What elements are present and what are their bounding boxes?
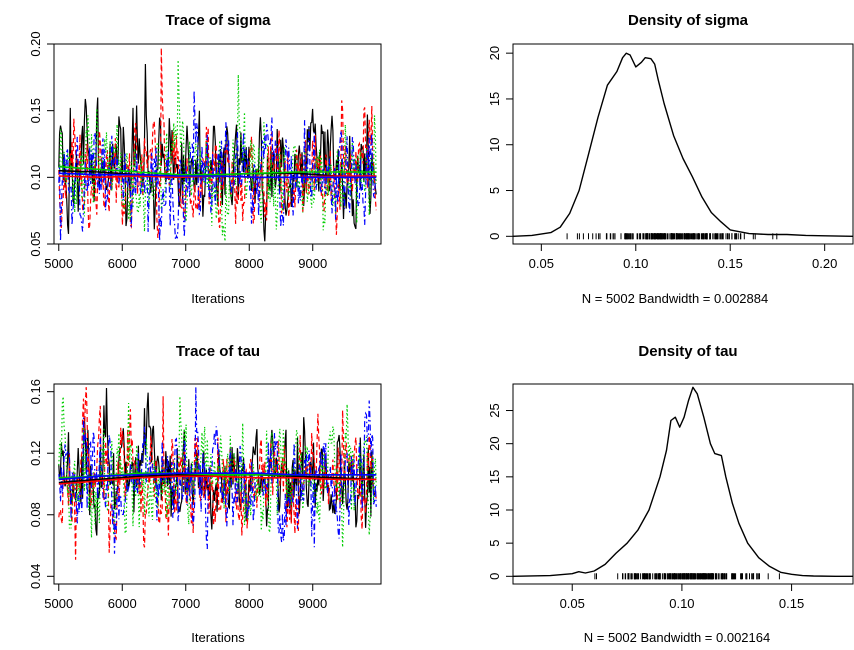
y-tick-label: 0.05 [28,231,43,256]
trace-sigma-smooth-lines [58,165,377,179]
x-tick-label: 5000 [44,256,73,271]
y-tick-label: 25 [487,403,502,417]
trace-series-3 [58,396,377,548]
trace-series-4 [58,387,377,554]
trace-sigma-axes: 5000 6000 7000 8000 9000 0.05 0.10 0.15 0.20 [28,31,327,271]
x-tick-label: 0.15 [779,596,804,611]
y-tick-label: 20 [487,46,502,60]
y-tick-label: 0.16 [28,379,43,404]
x-tick-label: 0.10 [623,256,648,271]
x-tick-label: 8000 [235,256,264,271]
density-tau-panel: Density of tau 0.05 0.10 0.15 0 5 10 15 20 25 N … [487,343,854,645]
density-sigma-plot-box [512,43,854,245]
trace-series-2 [58,387,377,560]
density-tau-curve [512,386,853,577]
trace-sigma-xlabel: Iterations [191,291,245,306]
y-tick-label: 20 [487,436,502,450]
trace-sigma-title: Trace of sigma [165,12,271,29]
x-tick-label: 0.05 [529,256,554,271]
density-tau-rug [594,573,780,580]
y-tick-label: 0.20 [28,31,43,56]
trace-tau-title: Trace of tau [176,343,260,360]
x-tick-label: 9000 [298,596,327,611]
x-tick-label: 7000 [171,256,200,271]
y-tick-label: 5 [487,540,502,547]
density-sigma-curve [512,52,854,237]
trace-series-4 [58,90,377,242]
y-tick-label: 5 [487,187,502,194]
x-tick-label: 8000 [235,596,264,611]
smooth-line-4 [58,172,377,179]
x-tick-label: 5000 [44,596,73,611]
smooth-line-4 [58,472,377,481]
x-tick-label: 7000 [171,596,200,611]
density-sigma-rug [566,233,778,240]
trace-sigma-series [58,47,377,242]
x-tick-label: 0.20 [812,256,837,271]
smooth-line-2 [58,475,377,485]
y-tick-label: 0.08 [28,502,43,527]
density-tau-title: Density of tau [638,343,737,360]
y-tick-label: 0.15 [28,98,43,123]
density-sigma-axes: 0.05 0.10 0.15 0.20 0 5 10 15 20 [487,46,837,271]
y-tick-label: 0.12 [28,441,43,466]
y-tick-label: 15 [487,92,502,106]
density-tau-axes: 0.05 0.10 0.15 0 5 10 15 20 25 [487,403,804,611]
y-tick-label: 10 [487,503,502,517]
x-tick-label: 0.10 [669,596,694,611]
density-sigma-xlabel: N = 5002 Bandwidth = 0.002884 [582,291,768,306]
density-sigma-panel: Density of sigma 0.05 0.10 0.15 0.20 0 5 10 15 2… [487,12,854,306]
x-tick-label: 9000 [298,256,327,271]
trace-tau-panel: Trace of tau 5000 6000 7000 8000 9000 0.04 0.0… [28,343,382,645]
density-sigma-title: Density of sigma [628,12,749,29]
density-curve [512,52,854,237]
trace-tau-smooth-lines [58,472,377,485]
trace-tau-axes: 5000 6000 7000 8000 9000 0.04 0.08 0.12 0.16 [28,379,327,611]
x-tick-label: 0.15 [718,256,743,271]
trace-tau-plot-box [53,383,382,585]
trace-sigma-plot-box [53,43,382,245]
x-tick-label: 6000 [108,596,137,611]
smooth-line-3 [58,165,377,176]
trace-tau-xlabel: Iterations [191,630,245,645]
trace-sigma-panel: Trace of sigma 5000 6000 7000 8000 9000 0.05 0… [28,12,382,306]
y-tick-label: 0.04 [28,564,43,589]
x-tick-label: 6000 [108,256,137,271]
y-tick-label: 0 [487,573,502,580]
y-tick-label: 10 [487,137,502,151]
x-tick-label: 0.05 [560,596,585,611]
trace-series-1 [58,63,377,242]
trace-tau-series [58,387,377,560]
y-tick-label: 0 [487,233,502,240]
density-tau-xlabel: N = 5002 Bandwidth = 0.002164 [584,630,770,645]
density-curve [512,386,853,577]
y-tick-label: 0.10 [28,165,43,190]
trace-series-3 [58,59,377,242]
density-tau-plot-box [512,383,854,585]
y-tick-label: 15 [487,470,502,484]
